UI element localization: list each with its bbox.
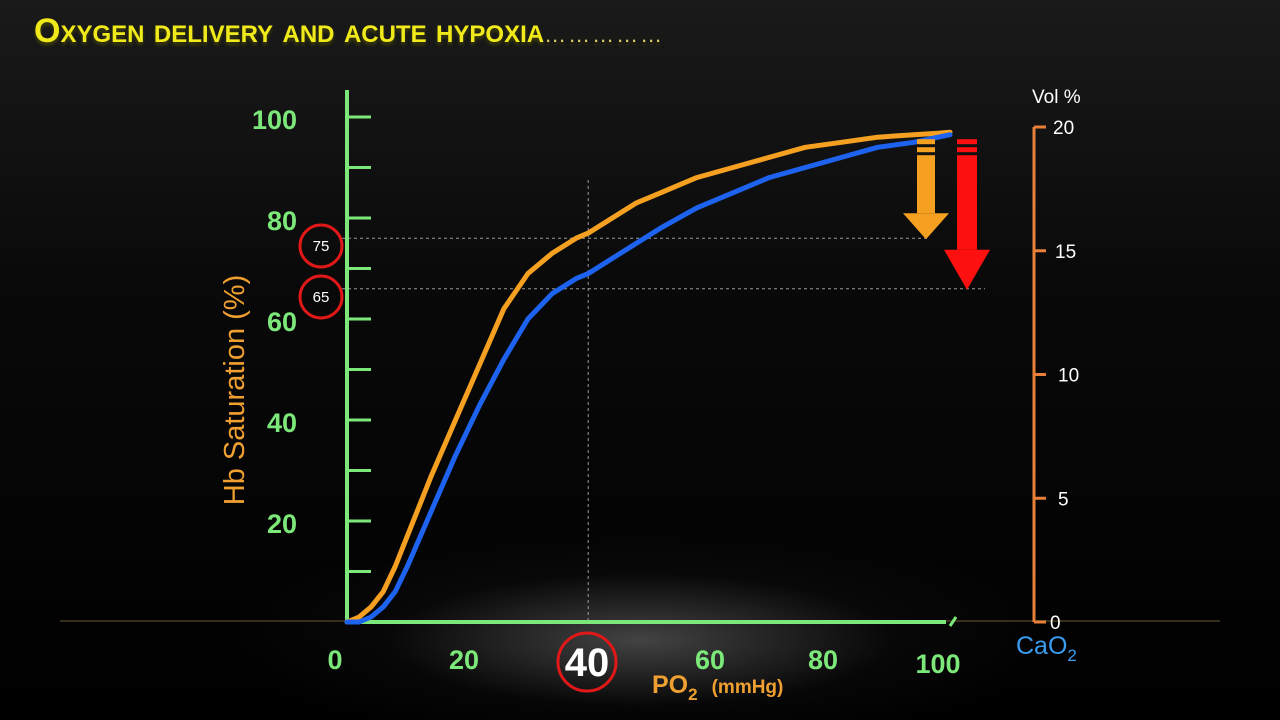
y-axis-label: Hb Saturation (%) [219,275,251,506]
right-axis-label: CaO2 [1016,632,1077,665]
x-tick-label: 0 [327,645,342,675]
x-axis-label-unit: (mmHg) [712,677,784,698]
left-y-tick-label: 80 [267,206,297,236]
x-tick-label: 100 [915,649,960,679]
reference-lines [342,180,985,620]
highlight-65: 65 [298,274,344,320]
title-text: Oxygen delivery and acute hypoxia [34,12,545,50]
right-y-tick-labels: 0 5 10 15 20 [1050,118,1079,634]
x-tick-label: 80 [808,645,838,675]
left-y-tick-label: 60 [267,307,297,337]
x-tick-label: 60 [695,645,725,675]
arrow-large-dash [957,139,977,145]
right-y-tick-label: 0 [1050,613,1061,634]
arrows [903,139,990,290]
x-axis-label-sub: 2 [688,685,697,704]
right-axis-label-sub: 2 [1067,646,1076,665]
right-y-tick-label: 20 [1053,118,1074,139]
right-axis-label-main: CaO [1016,632,1067,660]
highlight-40: 40 [556,631,618,693]
arrow-large-shaft [957,155,977,250]
left-y-tick-label: 100 [252,105,297,135]
curve-normal [344,129,953,625]
right-y-tick-label: 5 [1058,489,1069,510]
left-y-minor-ticks [347,115,371,573]
left-y-tick-label: 40 [267,408,297,438]
x-tick-label: 20 [449,645,479,675]
right-y-tick-label: 15 [1055,242,1076,263]
highlight-75: 75 [298,223,344,269]
slide-title: Oxygen delivery and acute hypoxia…………… [34,12,664,51]
arrow-small [903,139,949,240]
arrow-large-dash [957,147,977,153]
x-axis-label: PO2 (mmHg) [652,671,783,704]
highlight-40-circle [556,631,618,693]
title-dots: …………… [544,22,665,47]
arrow-large-head [944,249,990,290]
right-y-ticks [1034,125,1046,624]
arrow-small-dash [917,147,935,153]
highlight-75-circle [298,223,344,269]
left-y-tick-labels: 20 40 60 80 100 [252,105,297,539]
arrow-small-shaft [917,155,935,214]
highlight-65-circle [298,274,344,320]
left-y-tick-label: 20 [267,509,297,539]
highlight-75-label: 75 [313,238,330,255]
arrow-small-head [903,213,949,240]
highlight-40-label: 40 [565,641,610,685]
arrow-large [944,139,990,290]
highlight-65-label: 65 [313,289,330,306]
curve-shifted [344,132,953,625]
right-y-tick-label: 10 [1058,366,1079,387]
x-axis-label-main: PO [652,671,688,699]
x-tick-labels: 0 20 60 80 100 [327,645,960,679]
x-axis-break [948,616,958,627]
right-axis-title: Vol % [1032,87,1081,108]
curves [344,129,953,625]
arrow-small-dash [917,139,935,145]
